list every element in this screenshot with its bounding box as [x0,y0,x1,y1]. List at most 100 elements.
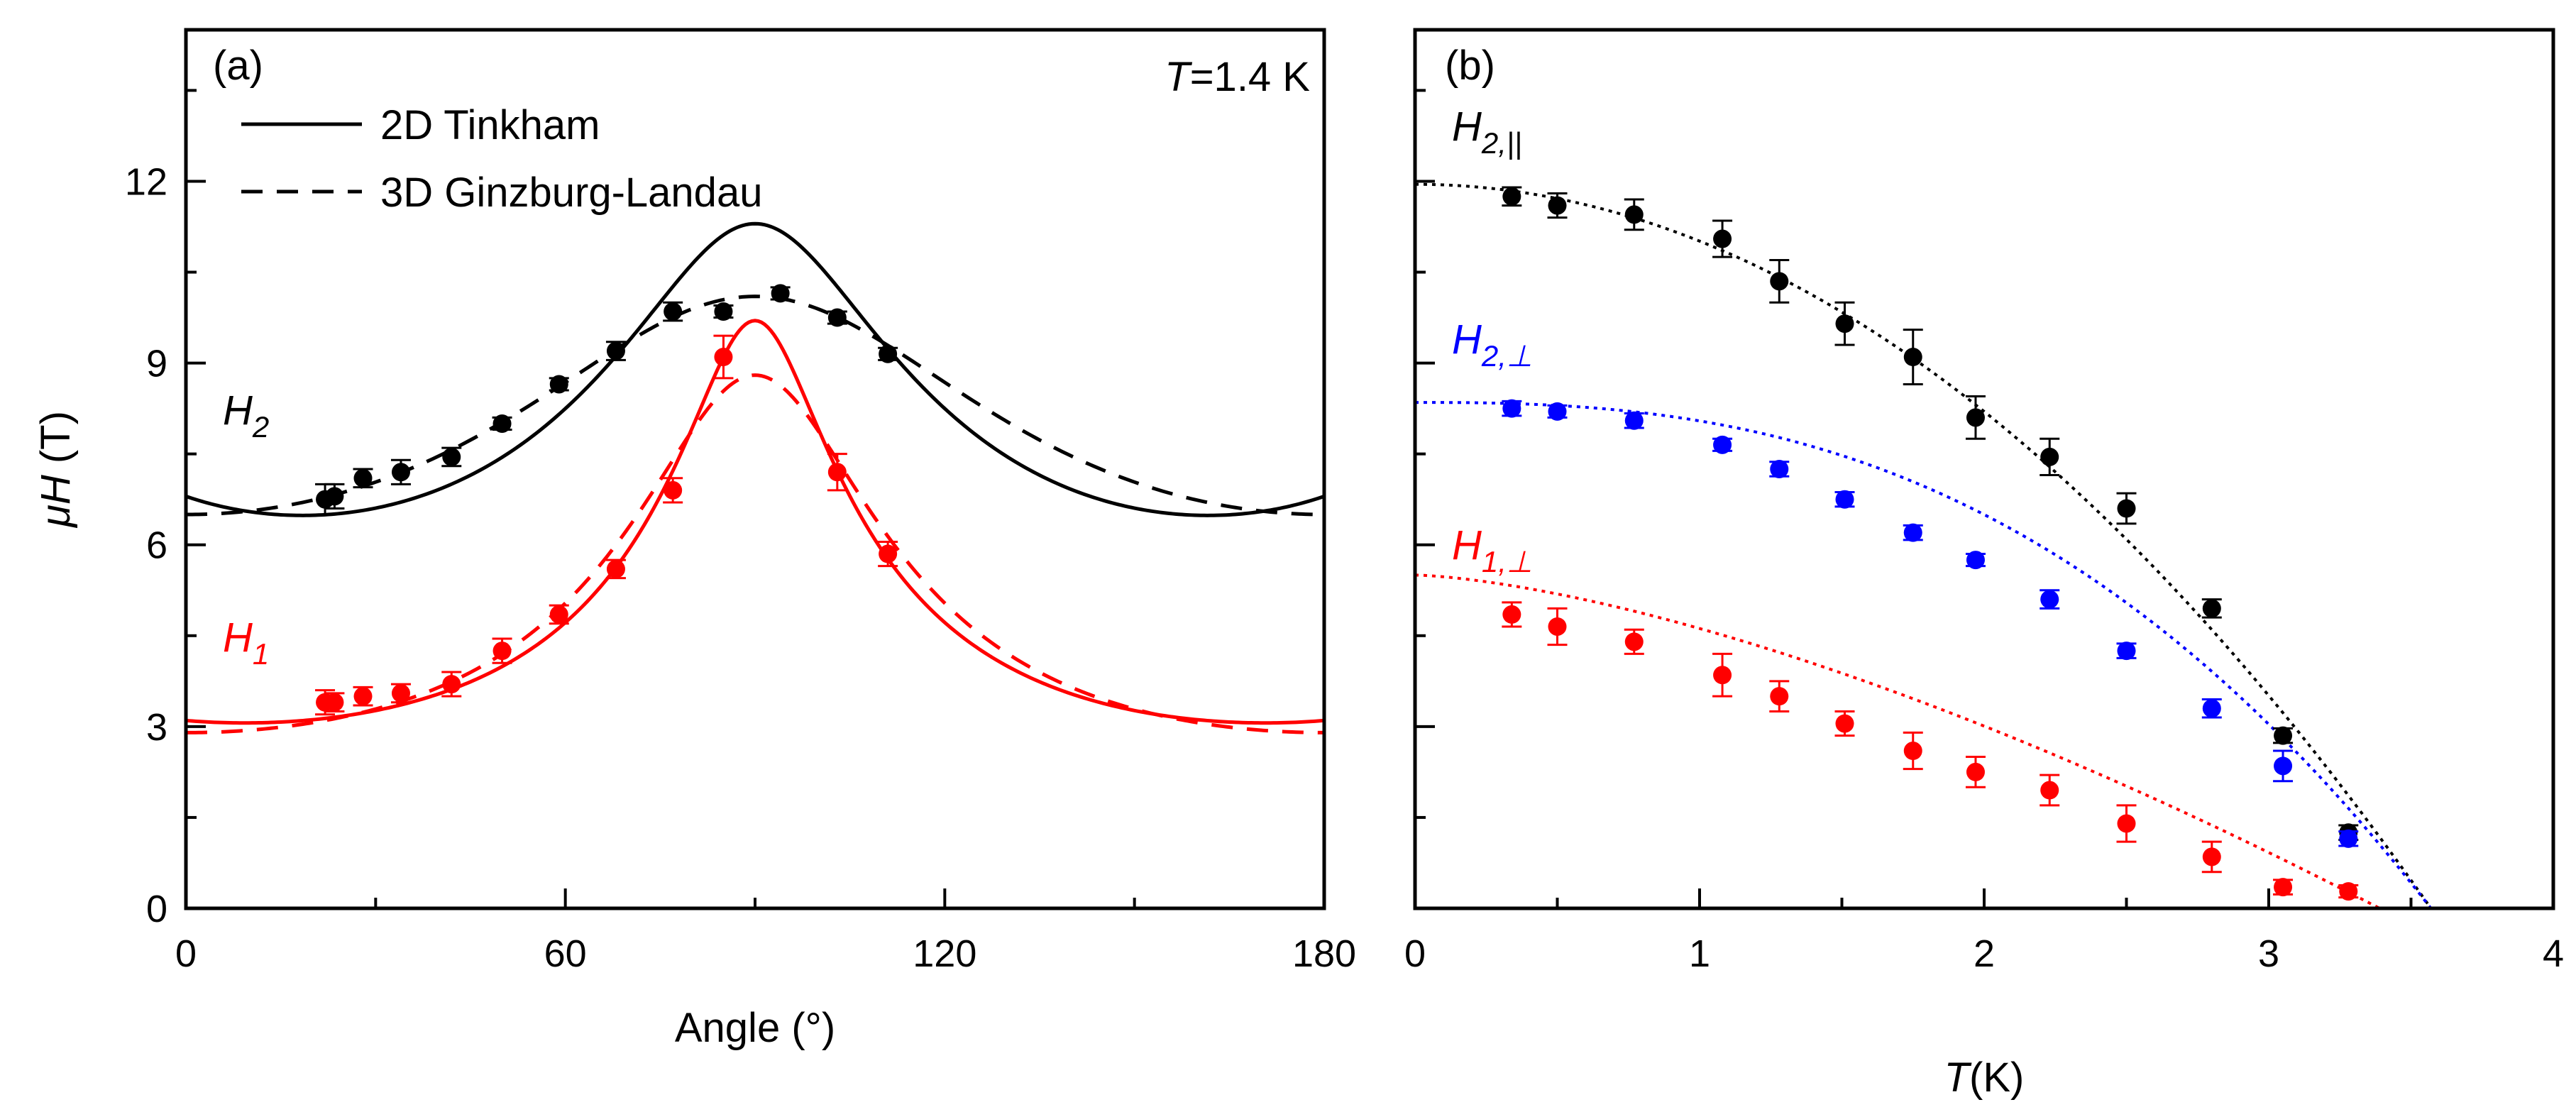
data-point-H1,perp [1502,601,1522,628]
a-x-tick-label: 0 [175,932,197,975]
data-point-H1 [324,692,345,713]
marker [1903,523,1922,542]
data-point-H2 [492,414,512,433]
b-x-tick-label: 0 [1404,932,1426,975]
a-y-tick-label: 9 [146,343,167,385]
data-point-H2,perp [2201,698,2222,719]
marker [2202,599,2221,618]
panel-b-label: (b) [1445,43,1495,89]
data-point-H1,perp [2116,804,2137,843]
b-x-tick-label: 1 [1689,932,1710,975]
data-point-H2,parallel [2273,726,2294,745]
data-point-H2 [663,301,683,322]
marker [827,308,847,327]
marker [1770,687,1789,706]
marker [549,375,568,394]
data-point-H1,perp [2273,878,2294,897]
data-point-H2,parallel [1712,219,1733,258]
data-point-H2 [605,341,626,361]
marker [1624,411,1644,430]
panel-a-x-axis-title: Angle (°) [675,1005,835,1051]
marker [353,687,373,706]
marker [442,675,461,694]
a-x-tick-label: 60 [544,932,587,975]
tinkham-fit-H1 [185,319,1325,725]
marker [1713,666,1732,685]
marker [1966,408,1985,427]
data-point-H1,perp [1903,731,1923,771]
data-point-H2 [353,468,373,489]
data-point-H2 [441,446,462,468]
fit-curve-H2,perp [1415,401,2433,910]
marker [1713,229,1732,248]
data-point-H1 [390,683,411,704]
marker [664,480,683,500]
h2-parallel-label: H2,|| [1452,104,1522,160]
marker [879,344,898,363]
marker [2117,499,2136,518]
marker [827,463,847,482]
marker [879,544,898,563]
data-point-H1,perp [1965,756,1986,788]
marker [1548,196,1567,215]
marker [714,348,733,367]
marker [492,642,512,661]
data-point-H2,parallel [2040,437,2060,477]
marker [1770,460,1789,478]
marker [2274,878,2293,897]
marker [1835,714,1854,733]
b-x-tick-label: 4 [2543,932,2564,975]
data-point-H2,perp [1834,490,1855,509]
marker [442,447,461,466]
data-point-H2,perp [1624,411,1644,430]
marker [1770,272,1789,291]
h2-perp-label-main: H [1452,316,1482,363]
data-point-H1 [878,540,898,568]
marker [606,341,625,360]
data-point-H2,parallel [1903,329,1923,385]
panel-b-data-points [1502,186,2359,901]
marker [1713,435,1732,454]
h1-label-sub: 1 [253,637,269,671]
h2-series-label: H2 [223,387,269,444]
h2-perp-label-sub: 2,⊥ [1481,339,1533,373]
data-point-H1 [827,453,847,492]
marker [325,693,344,712]
data-point-H1 [663,477,683,504]
marker [391,683,410,703]
panel-b-fit-curves [1414,182,2433,910]
h2-parallel-label-sub: 2,|| [1481,126,1522,160]
marker [664,302,683,321]
a-y-tick-label: 3 [146,706,167,749]
a-x-tick-label: 120 [913,932,976,975]
panel-a-fit-curves [185,221,1325,734]
data-point-H1,perp [1769,680,1790,713]
marker [2339,829,2358,848]
data-point-H2,parallel [1769,258,1790,304]
marker [1624,205,1644,224]
data-point-H1 [492,637,512,664]
fit-curve-H1,perp [1414,573,2381,910]
marker [1624,632,1644,651]
data-point-H2 [324,483,345,510]
data-point-H1 [441,671,462,698]
marker [492,414,512,433]
marker [2117,642,2136,661]
marker [1548,617,1567,636]
data-point-H1,perp [2338,882,2359,901]
marker [353,468,373,488]
marker [2040,781,2059,800]
h1-perp-label: H1,⊥ [1452,522,1533,578]
data-point-H2,perp [1502,399,1522,418]
data-point-H2,perp [2116,642,2137,661]
data-point-H2,perp [1712,435,1733,454]
marker [2274,756,2293,776]
marker [2274,726,2293,745]
a-y-tick-label: 6 [146,524,167,567]
marker [325,487,344,506]
temperature-symbol: T [1165,54,1192,100]
